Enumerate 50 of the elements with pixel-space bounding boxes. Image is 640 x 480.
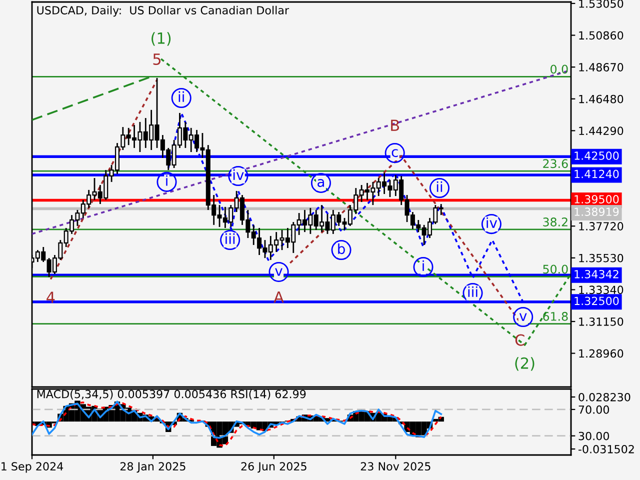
- y-tick-label: 1.46480: [579, 94, 624, 104]
- annotation: B: [391, 120, 400, 131]
- annotation: c: [392, 149, 398, 158]
- annotation: ii: [178, 91, 184, 102]
- annotation: A: [274, 291, 284, 303]
- annotation: 5: [153, 54, 161, 65]
- annotation: iv: [486, 217, 498, 228]
- y-tick-label: 1.35530: [579, 254, 624, 262]
- chart-title: USDCAD, Daily: US Dollar vs Canadian Dollar: [37, 6, 290, 17]
- annotation: 50.0: [543, 264, 568, 274]
- y-tick-label: 1.37720: [579, 222, 624, 230]
- y-tick-label: 1.33340: [579, 286, 624, 294]
- annotation: ii: [436, 181, 442, 192]
- annotation: (2): [515, 357, 534, 371]
- ref-line-label: 1.32500: [574, 296, 619, 306]
- ref-line-label: 1.41240: [574, 170, 619, 178]
- annotation: i: [166, 175, 168, 186]
- annotation: 38.2: [543, 218, 568, 226]
- annotation: 4: [46, 292, 55, 303]
- y-tick-label: 1.44290: [579, 126, 624, 136]
- y-tick-label: 0.028230: [578, 392, 630, 402]
- y-tick-label: 1.50860: [579, 31, 624, 40]
- ref-line-label: 1.39500: [574, 195, 619, 204]
- annotation: iii: [468, 286, 478, 297]
- x-tick-label: 23 Nov 2025: [360, 462, 430, 471]
- chart-title: MACD(5,34,5) 0.005397 0.005436 RSI(14) 62.99: [37, 390, 306, 400]
- x-tick-label: 26 Jun 2025: [241, 462, 306, 473]
- annotation: C: [515, 334, 524, 346]
- y-tick-label: 1.28960: [579, 349, 624, 358]
- y2-tick-label: 30.00: [578, 432, 610, 440]
- y-tick-label: 1.48670: [579, 63, 624, 72]
- ref-line-label: 1.38919: [574, 208, 619, 216]
- annotation: iii: [226, 233, 235, 244]
- annotation: v: [519, 313, 527, 321]
- annotation: a: [318, 179, 324, 187]
- x-tick-label: 28 Jan 2025: [120, 462, 186, 473]
- annotation: v: [275, 268, 282, 276]
- x-tick-label: 1 Sep 2024: [2, 462, 64, 473]
- annotation: 23.6: [543, 159, 568, 168]
- y-tick-label: -0.031502: [578, 444, 634, 454]
- annotation: (1): [152, 32, 171, 46]
- y2-tick-label: 70.00: [578, 405, 610, 414]
- annotation: b: [338, 243, 345, 254]
- annotation: iv: [233, 169, 244, 180]
- y-tick-label: 1.31150: [579, 317, 624, 326]
- annotation: 61.8: [543, 312, 568, 321]
- ref-line-label: 1.42500: [574, 151, 619, 160]
- annotation: 0.0: [550, 64, 568, 74]
- annotation: i: [422, 260, 424, 271]
- ref-line-label: 1.34342: [574, 270, 618, 278]
